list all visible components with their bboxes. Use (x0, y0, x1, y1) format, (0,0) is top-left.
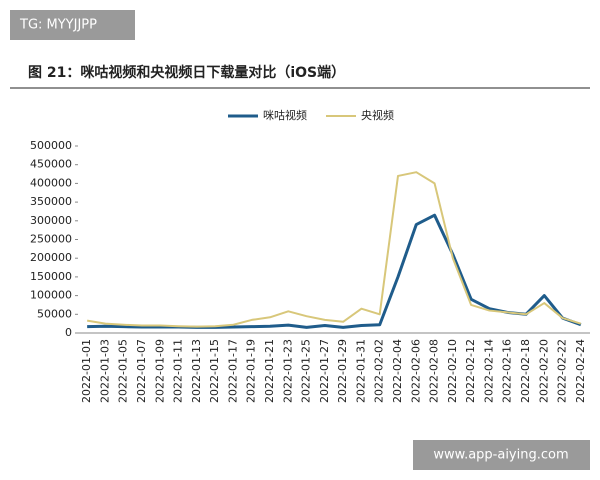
x-tick-label: 2022-02-02 (373, 339, 386, 403)
x-tick-label: 2022-01-27 (318, 339, 331, 403)
y-tick-label: 500000 (30, 139, 72, 152)
watermark: TG: MYYJJPP (19, 18, 97, 33)
chart-title: 图 21：咪咕视频和央视频日下载量对比（iOS端） (28, 64, 345, 81)
x-tick-label: 2022-01-01 (80, 339, 93, 403)
x-tick-label: 2022-01-13 (190, 339, 203, 403)
x-tick-label: 2022-01-07 (135, 339, 148, 403)
x-tick-label: 2022-02-16 (501, 339, 514, 403)
y-tick-label: 0 (65, 326, 72, 339)
x-tick-label: 2022-01-11 (172, 339, 185, 403)
x-tick-label: 2022-01-09 (153, 339, 166, 403)
x-tick-label: 2022-02-18 (519, 339, 532, 403)
x-tick-label: 2022-01-05 (117, 339, 130, 403)
watermark-box (413, 440, 590, 470)
y-tick-label: 100000 (30, 289, 72, 302)
x-tick-label: 2022-01-03 (98, 339, 111, 403)
x-tick-label: 2022-01-21 (263, 339, 276, 403)
x-tick-label: 2022-01-19 (245, 339, 258, 403)
watermark-box (10, 10, 135, 40)
y-tick-label: 200000 (30, 251, 72, 264)
x-tick-label: 2022-02-04 (391, 339, 404, 403)
x-tick-label: 2022-02-20 (537, 339, 550, 403)
legend-label: 咪咕视频 (263, 108, 307, 122)
x-tick-label: 2022-02-06 (409, 339, 422, 403)
y-tick-label: 250000 (30, 233, 72, 246)
legend-label: 央视频 (361, 108, 394, 122)
x-tick-label: 2022-01-23 (281, 339, 294, 403)
series-line (86, 171, 582, 328)
x-tick-label: 2022-02-12 (464, 339, 477, 403)
watermark: www.app-aiying.com (433, 448, 568, 463)
x-tick-label: 2022-01-29 (336, 339, 349, 403)
x-tick-label: 2022-01-17 (226, 339, 239, 403)
y-tick-label: 300000 (30, 214, 72, 227)
y-tick-label: 150000 (30, 270, 72, 283)
x-tick-label: 2022-02-22 (556, 339, 569, 403)
x-tick-label: 2022-02-14 (482, 339, 495, 403)
y-tick-label: 50000 (37, 307, 72, 320)
y-tick-label: 400000 (30, 176, 72, 189)
x-tick-label: 2022-01-15 (208, 339, 221, 403)
x-tick-label: 2022-02-10 (446, 339, 459, 403)
x-tick-label: 2022-02-24 (574, 339, 587, 403)
y-tick-label: 450000 (30, 158, 72, 171)
y-tick-label: 350000 (30, 195, 72, 208)
x-tick-label: 2022-02-08 (428, 339, 441, 403)
x-tick-label: 2022-01-31 (354, 339, 367, 403)
x-tick-label: 2022-01-25 (300, 339, 313, 403)
